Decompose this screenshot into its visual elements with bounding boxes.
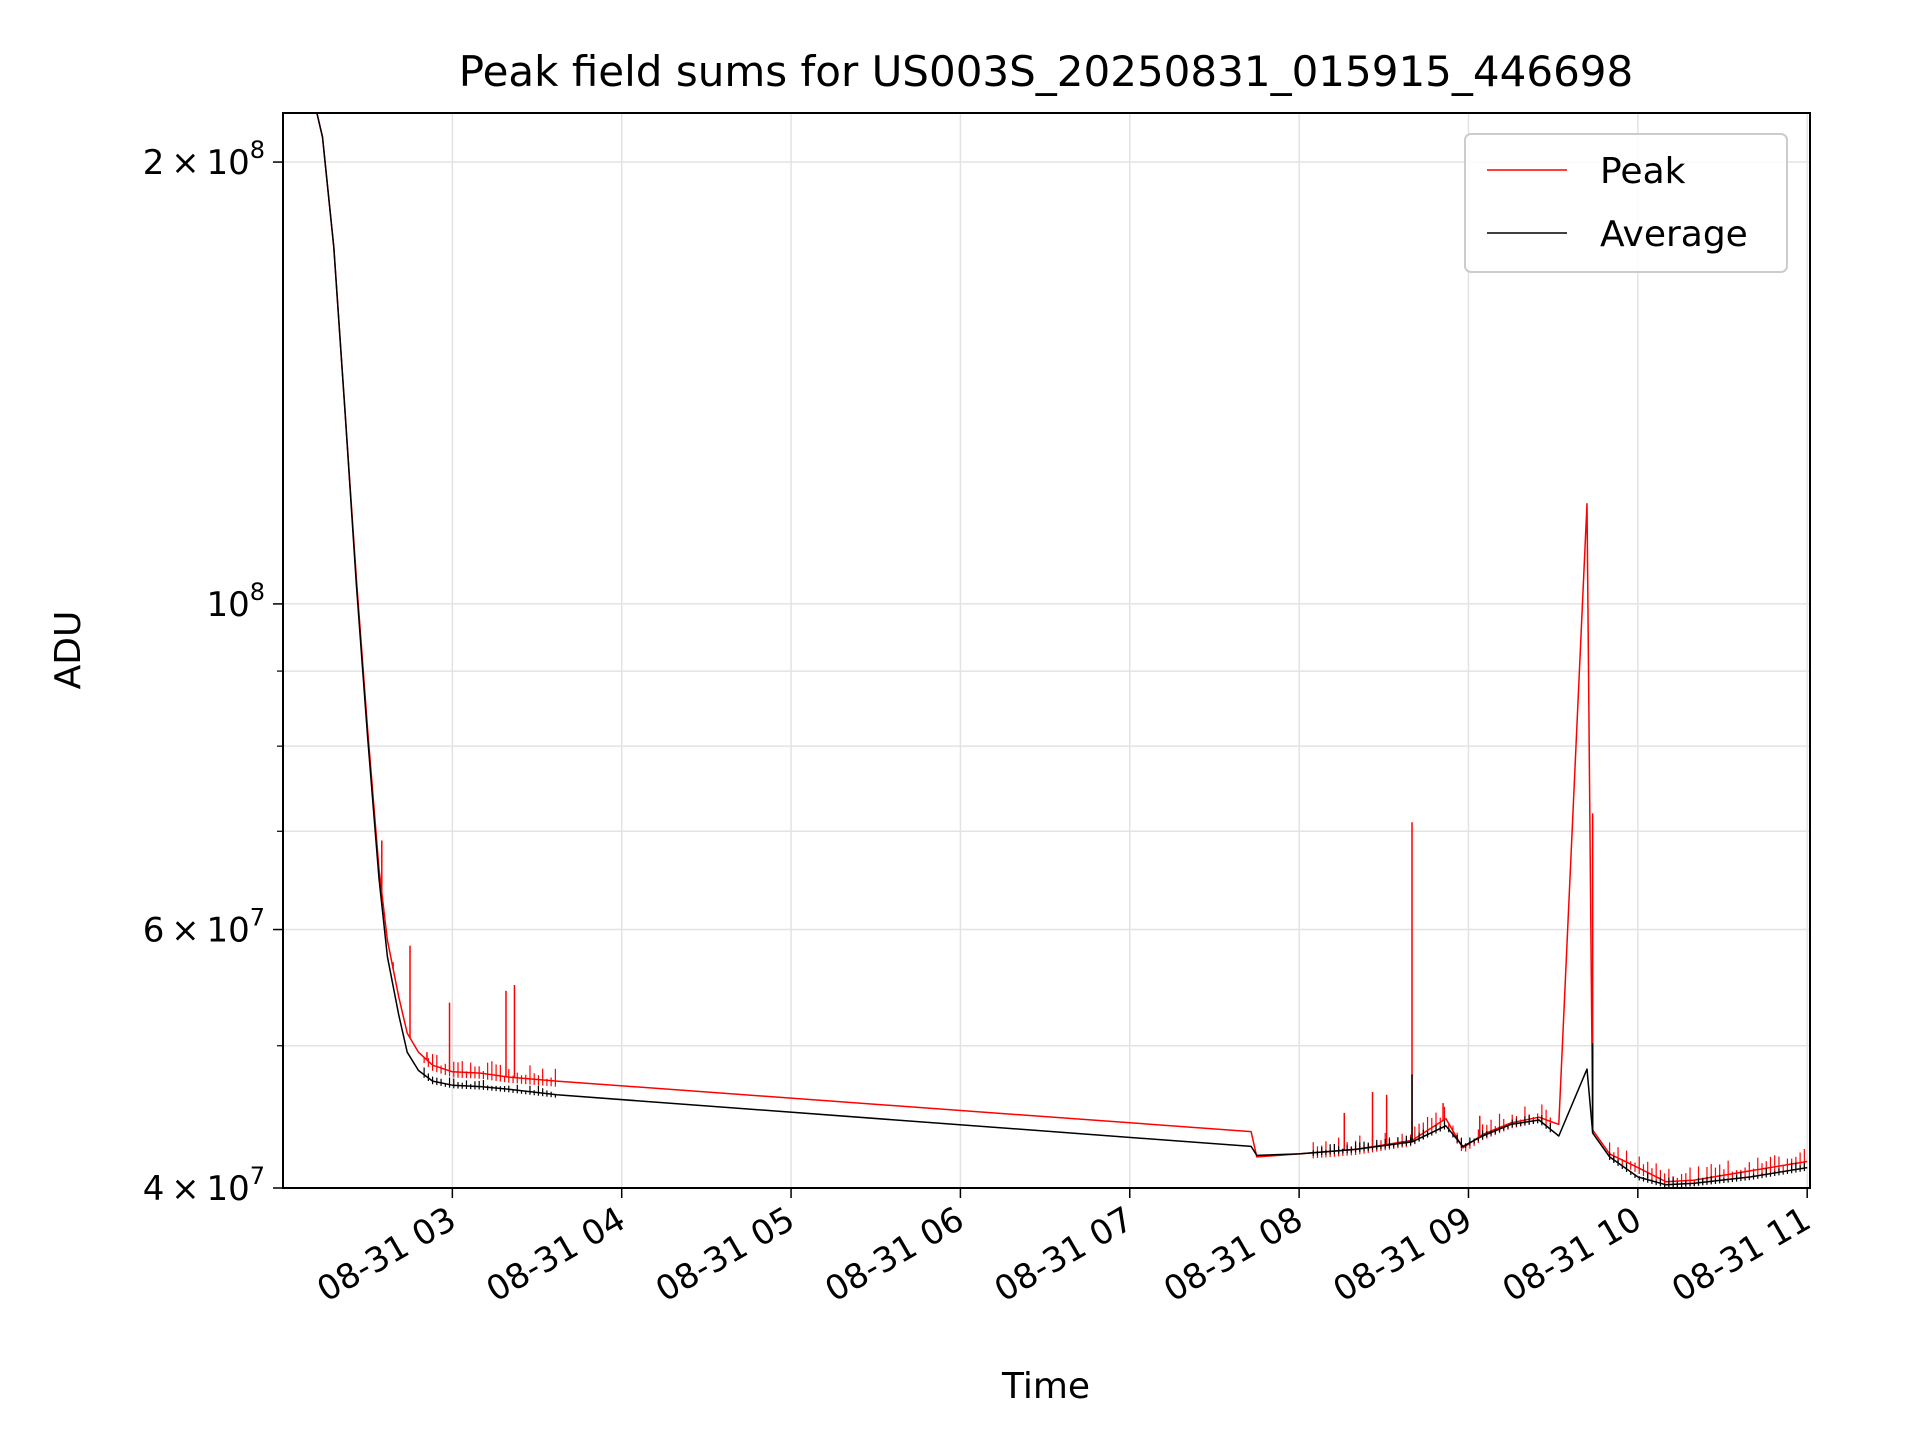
y-tick-label: 4 × 107 <box>143 1162 265 1209</box>
x-axis-label: Time <box>1001 1366 1090 1407</box>
y-axis: 4 × 107 6 × 107 108 2 × 108 <box>143 136 283 1209</box>
legend-label-peak: Peak <box>1600 151 1686 192</box>
y-tick-label: 108 <box>206 578 265 625</box>
y-tick-label: 2 × 108 <box>143 136 265 183</box>
chart-title: Peak field sums for US003S_20250831_0159… <box>459 47 1633 96</box>
grid <box>283 113 1810 1189</box>
y-axis-label: ADU <box>48 611 89 690</box>
series-line-average <box>283 112 1808 1186</box>
series-average <box>283 112 1808 1188</box>
legend-box <box>1464 133 1788 273</box>
legend: Peak Average <box>1464 133 1788 273</box>
plot-frame <box>282 112 1811 1189</box>
legend-label-average: Average <box>1600 214 1748 255</box>
series-layer <box>283 112 1808 1188</box>
y-tick-label: 6 × 107 <box>143 904 265 951</box>
